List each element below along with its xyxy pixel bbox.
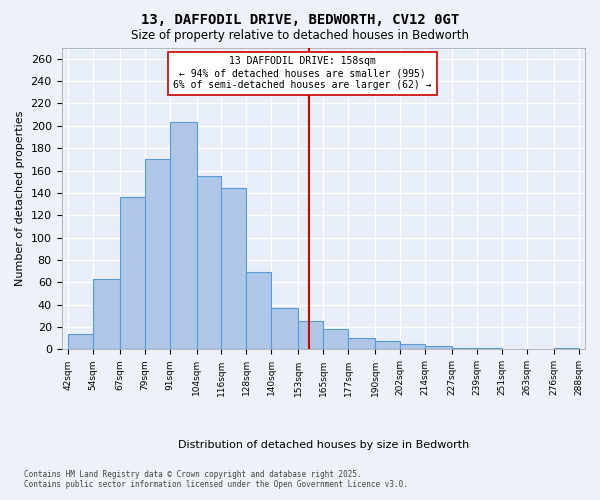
Bar [170,122,197,350]
Bar [425,346,452,350]
Bar [323,330,348,349]
Text: Contains HM Land Registry data © Crown copyright and database right 2025.
Contai: Contains HM Land Registry data © Crown c… [24,470,408,489]
Bar [247,272,271,349]
Bar [477,348,502,350]
Text: 13, DAFFODIL DRIVE, BEDWORTH, CV12 0GT: 13, DAFFODIL DRIVE, BEDWORTH, CV12 0GT [141,12,459,26]
Bar [68,334,92,349]
Bar [271,308,298,350]
Bar [348,338,375,349]
X-axis label: Distribution of detached houses by size in Bedworth: Distribution of detached houses by size … [178,440,469,450]
Bar [197,176,221,350]
Bar [375,340,400,349]
Bar [221,188,247,350]
Bar [119,198,145,350]
Text: 13 DAFFODIL DRIVE: 158sqm
← 94% of detached houses are smaller (995)
6% of semi-: 13 DAFFODIL DRIVE: 158sqm ← 94% of detac… [173,56,432,90]
Y-axis label: Number of detached properties: Number of detached properties [15,111,25,286]
Bar [92,279,119,349]
Bar [298,322,323,349]
Text: Size of property relative to detached houses in Bedworth: Size of property relative to detached ho… [131,29,469,42]
Bar [554,348,579,350]
Bar [452,348,477,350]
Bar [400,344,425,350]
Bar [145,160,170,350]
